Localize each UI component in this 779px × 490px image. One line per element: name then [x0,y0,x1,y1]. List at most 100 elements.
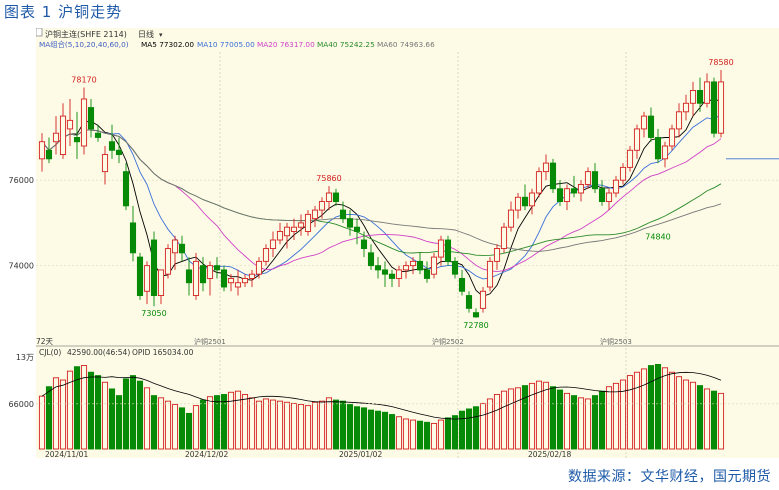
vol-legend-mid: 42590.00(46:54) [67,348,130,357]
price-annotation: 72780 [463,321,488,330]
volume-bar [416,420,424,450]
volume-bar [234,390,242,450]
volume-bar [570,395,578,450]
vol-y-tick: 66000 [9,400,34,409]
volume-bar [241,394,249,450]
candle-body [150,239,158,296]
candle-body [122,171,130,207]
ma-legend-item: MA60 74963.66 [377,40,435,49]
volume-bar [143,387,151,450]
candle-body [395,269,403,279]
volume-bar [423,421,431,450]
contract-label: 沪铜2502 [432,337,464,346]
toolbar: ◦ ◦ 沪铜主连(SHFE 2114) 日线 ▾ [3,27,163,40]
volume-bar [458,410,466,450]
candle-body [178,243,186,254]
candle-body [493,248,501,262]
volume-bar [549,386,557,450]
candle-body [94,132,102,138]
x-tick-label: 2024/11/01 [45,450,88,458]
menu-icon[interactable] [35,27,43,37]
volume-bar [150,395,158,450]
days-marker: 72天 [36,337,54,346]
volume-bar [297,404,305,450]
volume-bar [668,371,676,450]
volume-bar [164,400,172,450]
vol-legend-left: CJL(0) [39,348,61,357]
volume-bar [577,397,585,450]
volume-ma-line [41,371,722,420]
candle-body [640,115,648,130]
x-tick-label: 2025/02/18 [528,450,571,458]
chart-panel[interactable]: ◦ ◦ 沪铜主连(SHFE 2114) 日线 ▾ MA组合(5,10,20,40… [3,27,779,459]
candle-body [654,137,662,160]
volume-bar [59,379,67,450]
candle-body [269,239,277,249]
volume-bar [311,401,319,450]
volume-legend: CJL(0) 42590.00(46:54) OPID 165034.00 [39,348,194,357]
volume-bar [500,390,508,450]
candle-body [626,149,634,168]
volume-bar [584,398,592,450]
volume-bar [367,409,375,450]
volume-bar [353,406,361,450]
volume-bar [360,407,368,450]
volume-bar [108,388,116,450]
chevron-down-icon[interactable]: ▾ [159,31,163,39]
contract-label: 沪铜2503 [600,337,632,346]
volume-bar [122,378,130,450]
volume-bar [248,397,256,450]
volume-bar [87,371,95,450]
candle-body [136,256,144,296]
price-annotation: 78170 [71,75,96,84]
volume-bar [703,388,711,450]
candle-body [87,107,95,130]
ma-legend: MA组合(5,10,20,40,60,0) MA5 77302.00 MA10 77… [39,40,435,49]
volume-bar [605,386,613,450]
volume-bar [283,401,291,450]
volume-bar [444,417,452,450]
candle-body [521,196,529,207]
volume-bar [290,402,298,450]
source-note: 数据来源：文华财经，国元期货 [568,469,771,485]
x-tick-label: 2024/12/02 [185,450,228,458]
contract-name[interactable]: 沪铜主连(SHFE 2114) [45,29,127,39]
candle-body [717,81,725,134]
volume-bar [696,385,704,450]
candle-body [514,196,522,211]
candle-body [703,81,711,104]
x-axis: 2024/11/01 2024/12/02 2025/01/02 2025/02/18 [45,450,571,459]
candle-body [213,265,221,271]
volume-bar [486,398,494,450]
candle-body [192,260,200,296]
volume-bar [675,376,683,450]
candle-body [619,166,627,181]
candle-body [535,171,543,194]
candle-body [563,188,571,202]
candle-body [549,162,557,190]
candle-body [353,226,361,232]
volume-bar [66,370,74,450]
candle-body [276,231,284,241]
candle-body [696,90,704,104]
candles [38,69,725,318]
candle-body [689,90,697,104]
candle-body [115,149,123,155]
period-selector[interactable]: 日线 [138,29,154,39]
contract-label: 沪铜2501 [194,337,226,346]
volume-bar [661,367,669,450]
ma-line [41,113,722,280]
volume-bar [171,404,179,450]
candle-body [367,252,375,267]
kline-chart[interactable]: ◦ ◦ 沪铜主连(SHFE 2114) 日线 ▾ MA组合(5,10,20,40… [3,27,779,459]
candle-body [108,141,116,151]
candle-body [661,145,669,160]
candle-body [556,188,564,202]
candle-body [164,248,172,275]
volume-bar [710,390,718,450]
candle-body [570,188,578,194]
candle-body [304,213,312,232]
candle-body [598,188,606,202]
volume-bar [409,419,417,450]
volume-bar [654,364,662,450]
